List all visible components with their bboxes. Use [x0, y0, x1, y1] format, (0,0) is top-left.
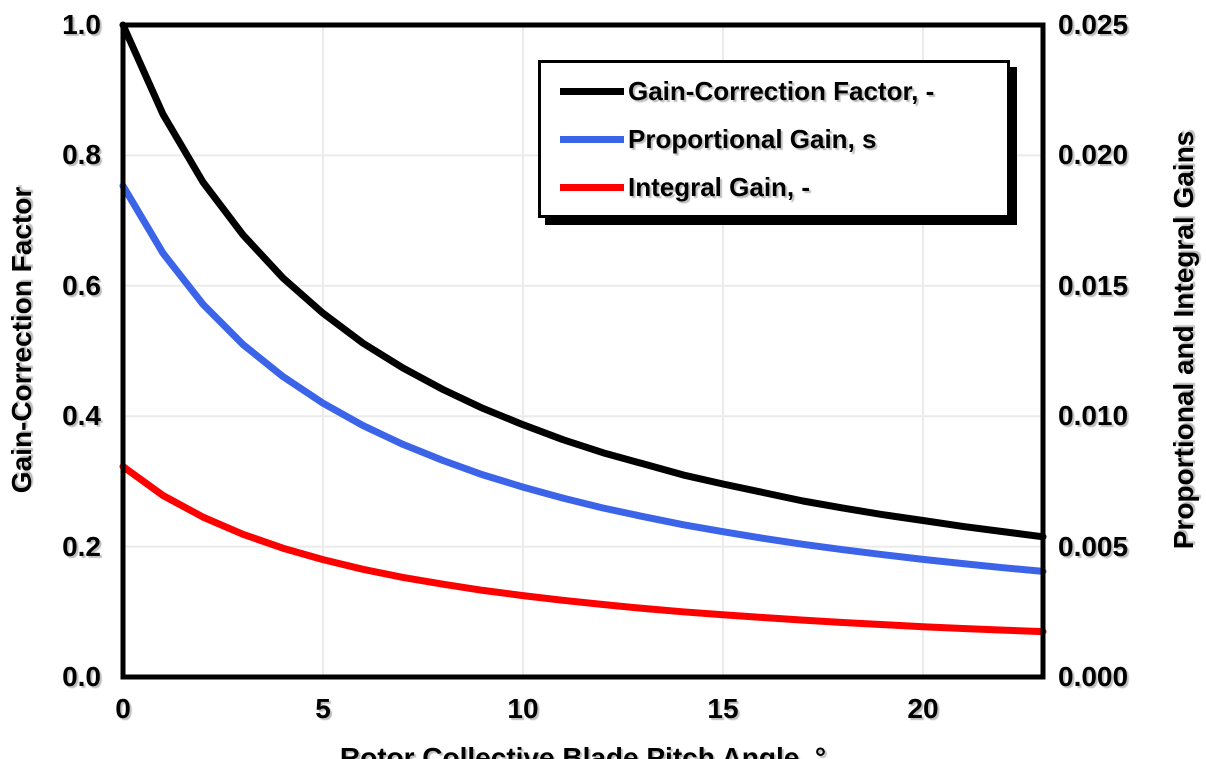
legend-label: Integral Gain, -: [628, 171, 811, 202]
y-left-tick-label: 0.6: [62, 269, 101, 301]
x-tick-label: 15: [707, 693, 739, 724]
legend-line-sample-black-icon: [560, 87, 624, 95]
y-left-tick-label: 0.4: [62, 400, 101, 432]
x-tick-label: 20: [907, 693, 939, 724]
y-right-tick-label: 0.015: [1058, 269, 1129, 301]
legend-line-sample-blue-icon: [560, 135, 624, 143]
y-right-tick-label: 0.000: [1058, 661, 1129, 692]
y-right-tick-label: 0.025: [1058, 9, 1129, 40]
y-left-tick-label: 0.0: [62, 661, 101, 692]
x-tick-label: 0: [115, 693, 131, 724]
y-right-axis-title: Proportional and Integral Gains: [1168, 130, 1199, 550]
y-left-tick-label: 0.2: [62, 530, 101, 562]
series-line-gain-correction-factor: [119, 21, 1047, 541]
series-line-proportional-gain-s: [119, 182, 1047, 575]
legend-label: Gain-Correction Factor, -: [628, 75, 935, 106]
x-tick-label: 10: [507, 693, 539, 724]
x-tick-label: 5: [315, 693, 331, 724]
plot-border: [120, 22, 1046, 680]
series-lines: [119, 21, 1047, 636]
x-axis-title: Rotor Collective Blade Pitch Angle, °: [339, 742, 827, 759]
y-left-tick-label: 0.8: [62, 139, 101, 171]
legend: Gain-Correction Factor, - Proportional G…: [538, 60, 1010, 218]
legend-entry-proportional-gain: Proportional Gain, s: [560, 124, 1007, 155]
legend-entry-gain-correction-factor: Gain-Correction Factor, -: [560, 76, 1007, 107]
legend-line-sample-red-icon: [560, 183, 624, 191]
y-left-tick-label: 1.0: [62, 9, 101, 40]
y-right-tick-label: 0.005: [1058, 530, 1129, 562]
y-left-axis-title: Gain-Correction Factor: [6, 186, 37, 494]
legend-label: Proportional Gain, s: [628, 123, 877, 154]
y-right-tick-label: 0.020: [1058, 139, 1129, 171]
legend-entry-integral-gain: Integral Gain, -: [560, 172, 1007, 203]
y-right-tick-label: 0.010: [1058, 400, 1129, 432]
series-line-integral-gain: [119, 463, 1047, 636]
